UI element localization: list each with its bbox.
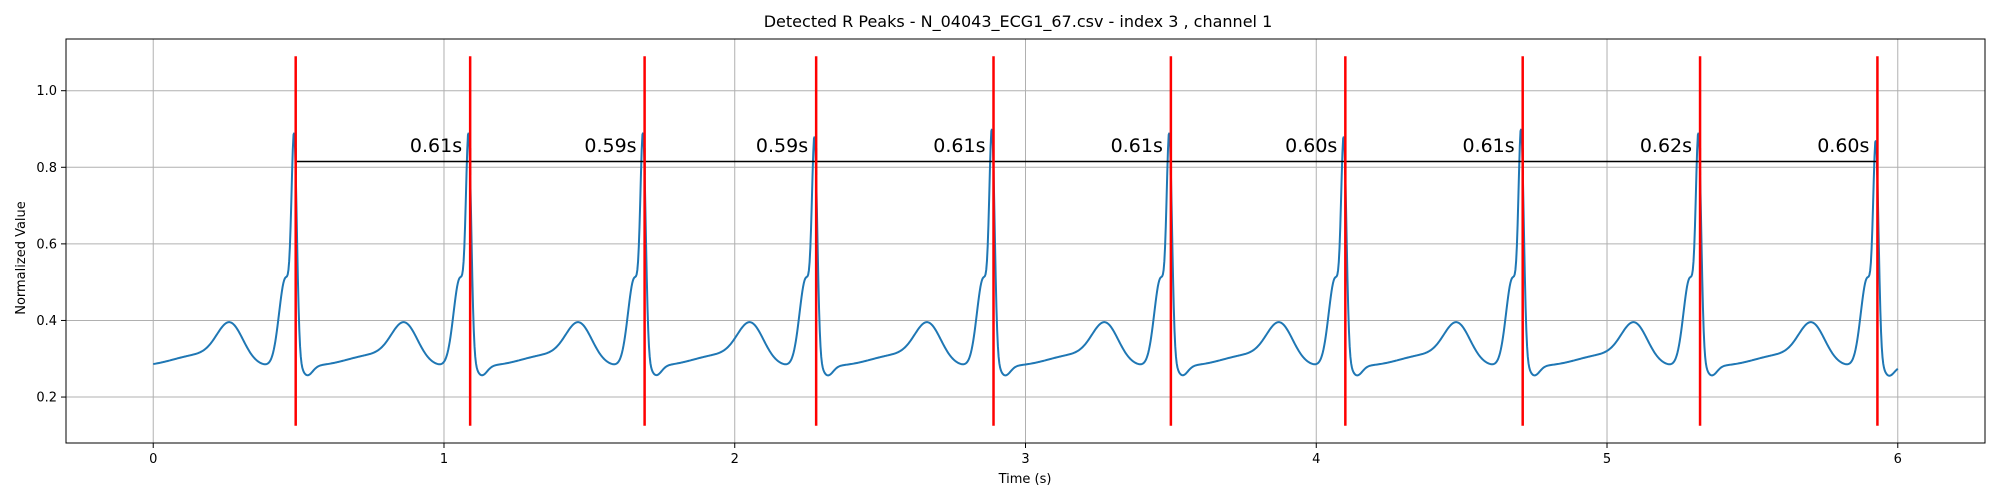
- chart-title: Detected R Peaks - N_04043_ECG1_67.csv -…: [764, 12, 1273, 32]
- rr-interval-label: 0.60s: [1817, 135, 1869, 157]
- x-tick-label: 3: [1021, 452, 1029, 467]
- rr-interval-label: 0.61s: [410, 135, 462, 157]
- y-tick-label: 0.2: [36, 391, 57, 406]
- rr-interval-label: 0.60s: [1285, 135, 1337, 157]
- x-tick-label: 6: [1894, 452, 1902, 467]
- y-tick-label: 0.4: [36, 314, 57, 329]
- rr-interval-label: 0.61s: [933, 135, 985, 157]
- y-tick-label: 0.8: [36, 161, 57, 176]
- x-tick-label: 5: [1603, 452, 1611, 467]
- y-tick-label: 1.0: [36, 84, 57, 99]
- rr-interval-label: 0.61s: [1111, 135, 1163, 157]
- axes: 0 1 2 3 4 5 6 0.2 0.4 0.6 0.8 1.0: [36, 38, 1986, 467]
- ecg-signal-line: [153, 128, 1899, 377]
- rr-interval-label: 0.62s: [1640, 135, 1692, 157]
- x-tick-label: 1: [440, 452, 448, 467]
- x-tick-label: 2: [731, 452, 739, 467]
- x-axis-label: Time (s): [998, 472, 1052, 487]
- plot-area: 0.61s 0.59s 0.59s 0.61s 0.61s 0.60s 0.61s 0.62s…: [153, 56, 1899, 426]
- rr-interval-label: 0.59s: [756, 135, 808, 157]
- grid: [66, 39, 1985, 443]
- x-tick-label: 0: [149, 452, 157, 467]
- x-tick-label: 4: [1312, 452, 1320, 467]
- y-tick-label: 0.6: [36, 237, 57, 252]
- y-axis-label: Normalized Value: [14, 201, 29, 315]
- rr-interval-label: 0.61s: [1462, 135, 1514, 157]
- rr-interval-label: 0.59s: [584, 135, 636, 157]
